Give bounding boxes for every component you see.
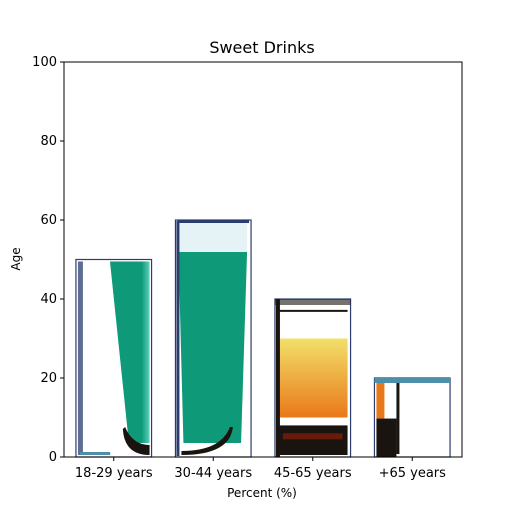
y-tick-label: 80: [40, 134, 57, 149]
bar-3: [274, 298, 352, 458]
y-tick-label: 20: [40, 371, 57, 386]
x-tick-label: 45-65 years: [274, 466, 352, 481]
y-tick-label: 60: [40, 213, 57, 228]
y-axis-label: Age: [9, 247, 23, 270]
x-axis-label: Percent (%): [227, 486, 297, 500]
y-tick-label: 0: [49, 450, 57, 465]
x-tick-label: 30-44 years: [174, 466, 252, 481]
x-tick-label: +65 years: [379, 466, 447, 481]
bar-1: [75, 258, 153, 458]
y-tick-label: 40: [40, 292, 57, 307]
y-tick-label: 100: [32, 55, 57, 70]
plot-frame: [63, 61, 463, 458]
bar-2: [174, 219, 252, 458]
bar-4: [373, 377, 451, 458]
x-tick-label: 18-29 years: [75, 466, 153, 481]
chart-title: Sweet Drinks: [209, 38, 314, 57]
